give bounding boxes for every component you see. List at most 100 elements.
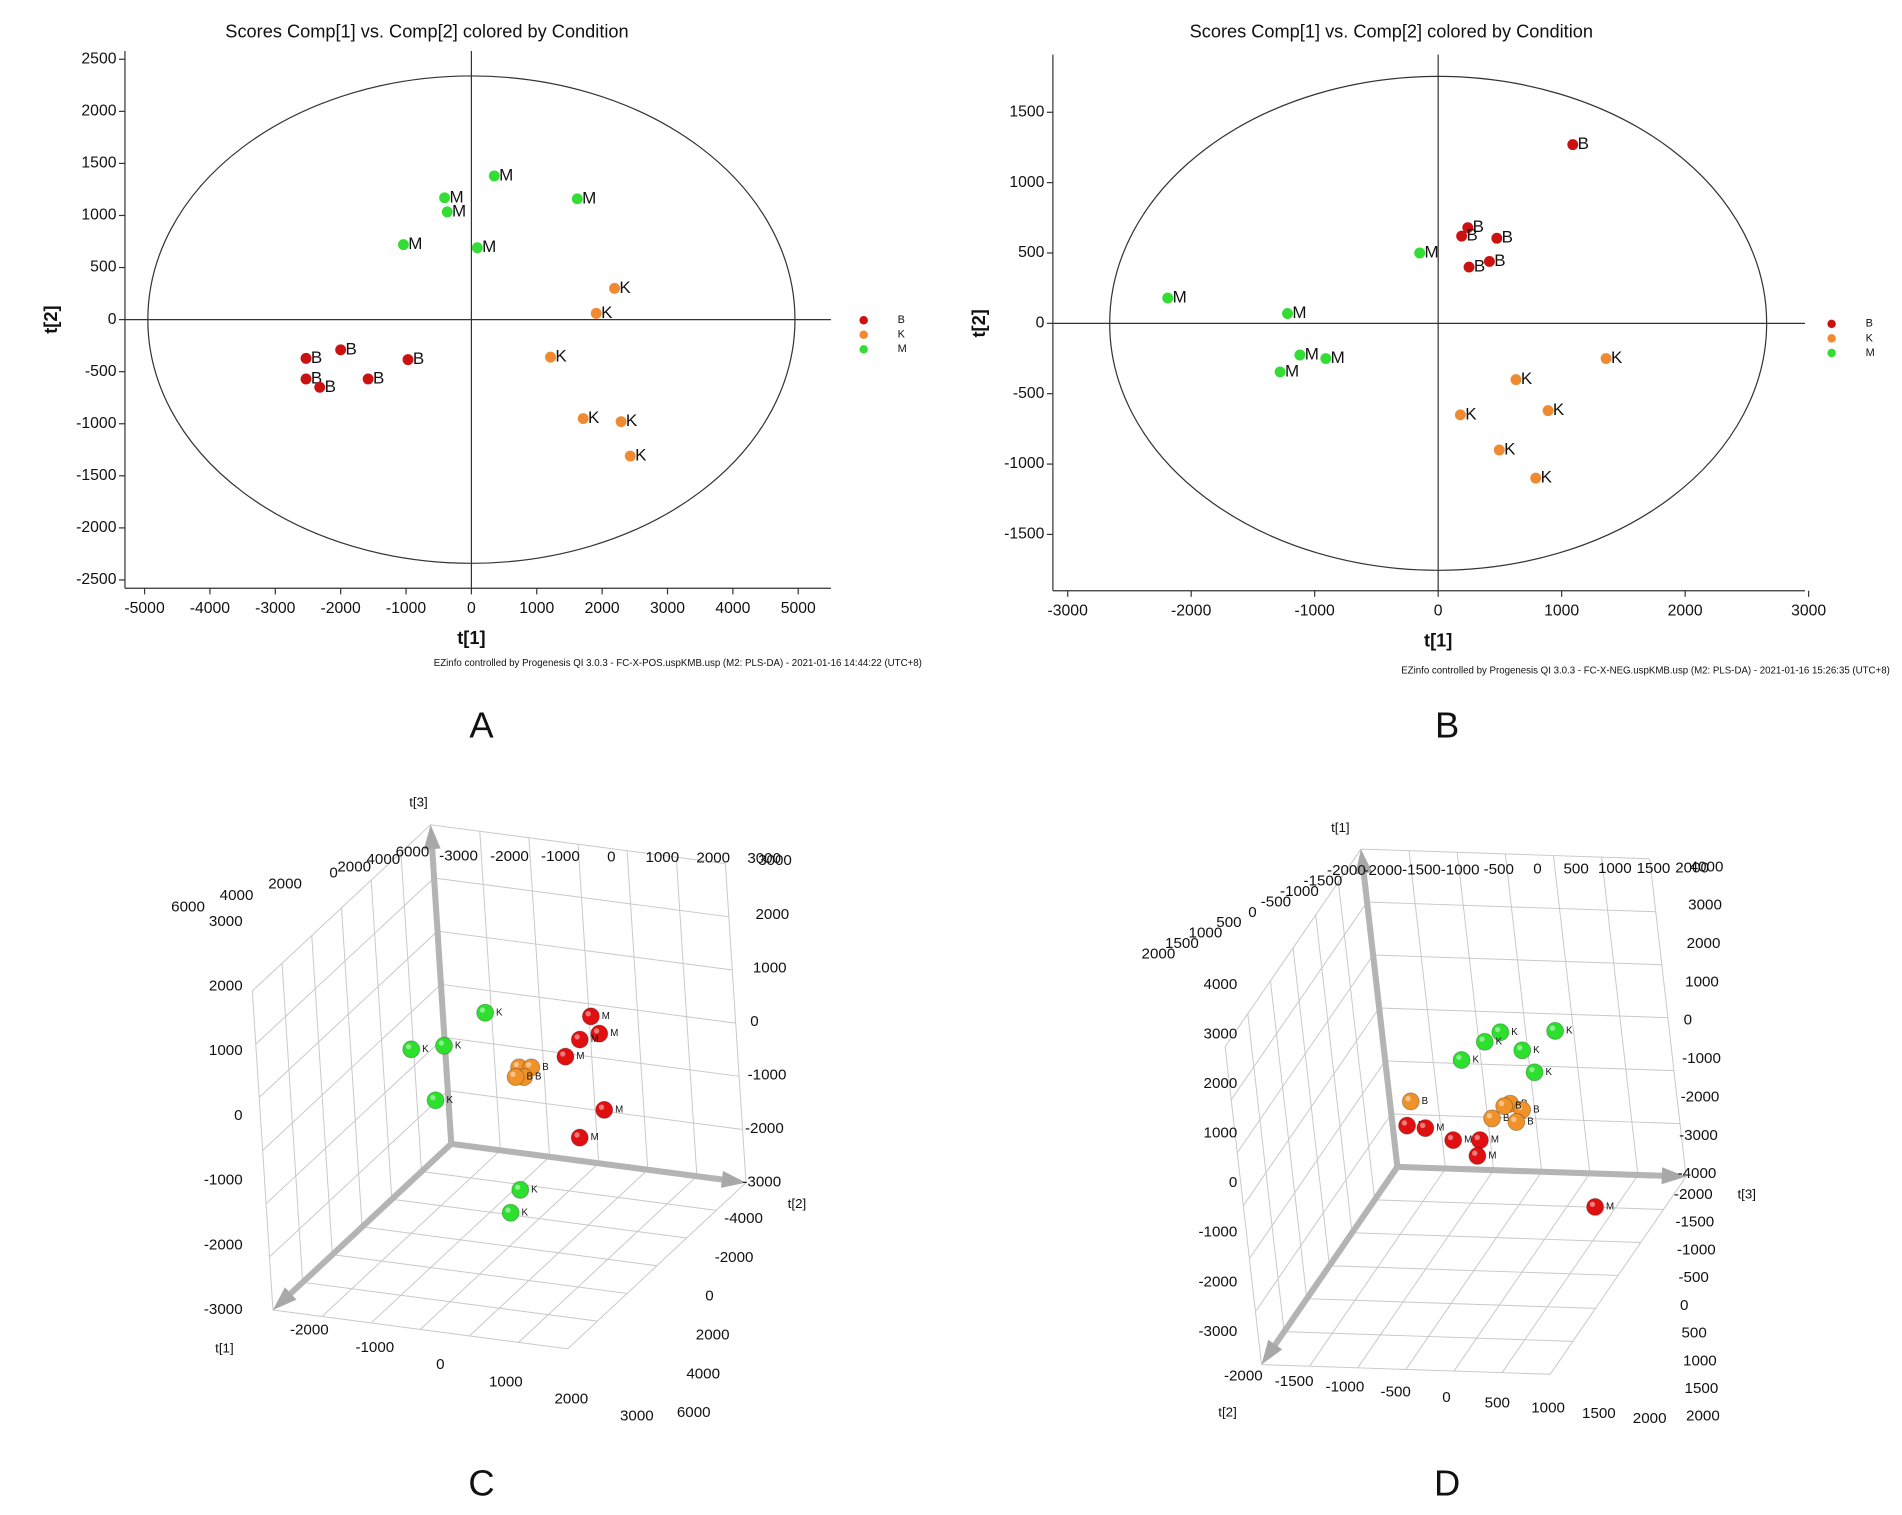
tick-label: -1000: [748, 1067, 787, 1084]
tick-label: 2000: [756, 906, 790, 923]
point: [488, 170, 500, 182]
point: [615, 416, 627, 428]
tick-label: -3000: [1198, 1323, 1237, 1340]
point-3d: [1483, 1109, 1502, 1128]
tick-label: -1000: [355, 1339, 394, 1356]
wall-grid: [251, 990, 274, 1311]
axis-arrow: [1661, 1167, 1687, 1185]
y-tick-label: 2500: [81, 50, 116, 67]
x-tick-label: 3000: [650, 600, 685, 617]
x-tick-label: -3000: [1048, 602, 1089, 619]
footnote: EZinfo controlled by Progenesis QI 3.0.3…: [1401, 665, 1890, 676]
point-label: M: [449, 187, 463, 206]
point-label: K: [1465, 404, 1477, 423]
wall-grid: [1224, 1046, 1263, 1365]
axis-label: t[2]: [1218, 1405, 1237, 1420]
tick-label: 1500: [1685, 1380, 1719, 1397]
y-tick-label: 500: [1018, 244, 1045, 261]
point-label: K: [1533, 1045, 1540, 1056]
point-highlight: [574, 1132, 580, 1138]
tick-label: 3000: [1688, 897, 1722, 914]
point-highlight: [1486, 1113, 1493, 1119]
point: [1274, 366, 1286, 378]
y-tick-label: -2500: [76, 571, 117, 588]
tick-label: 500: [1563, 860, 1588, 877]
point-3d: [1491, 1023, 1510, 1042]
point-highlight: [510, 1071, 516, 1077]
point-3d: [1546, 1021, 1565, 1040]
tick-label: -2000: [715, 1249, 754, 1266]
point: [362, 373, 374, 385]
tick-label: 4000: [1204, 976, 1238, 993]
point-highlight: [1589, 1201, 1596, 1207]
y-tick-label: 1500: [1009, 103, 1044, 120]
point: [545, 351, 556, 363]
tick-label: -4000: [724, 1210, 763, 1227]
tick-label: 2000: [696, 1326, 730, 1343]
footnote: EZinfo controlled by Progenesis QI 3.0.3…: [434, 658, 922, 669]
point: [1294, 349, 1306, 361]
wall-grid: [258, 930, 438, 1098]
legend-label: B: [1866, 318, 1873, 330]
x-axis-label: t[1]: [457, 628, 485, 648]
tick-label: -1000: [1280, 883, 1319, 900]
tick-label: 1000: [1204, 1125, 1238, 1142]
point-label: K: [1496, 1036, 1503, 1047]
tick-label: -3000: [742, 1174, 781, 1191]
point-3d: [570, 1030, 589, 1049]
x-tick-label: 1000: [1544, 602, 1579, 619]
point: [397, 239, 409, 251]
point: [571, 193, 583, 205]
axis-3d: [428, 839, 455, 1145]
tick-label: -1500: [1675, 1214, 1714, 1231]
point-highlight: [514, 1184, 521, 1190]
point-3d: [1525, 1063, 1544, 1082]
scatter-panel: Scores Comp[1] vs. Comp[2] colored by Co…: [969, 22, 1890, 746]
point-3d: [556, 1047, 575, 1066]
tick-label: 4000: [366, 851, 400, 868]
axis-arrow: [1355, 849, 1373, 875]
panel-label: A: [469, 704, 494, 745]
tick-label: 4000: [1690, 858, 1724, 875]
point-label: B: [373, 368, 384, 387]
wall-grid: [281, 963, 304, 1283]
tick-label: -2000: [1363, 862, 1402, 879]
point: [1462, 222, 1474, 234]
legend-marker: [1827, 348, 1836, 358]
point-label: M: [1331, 348, 1345, 367]
point-label: M: [408, 234, 422, 253]
tick-label: 3000: [209, 913, 243, 930]
point-3d: [1586, 1197, 1605, 1216]
tick-label: -3000: [1679, 1127, 1718, 1144]
wall-grid: [675, 857, 698, 1177]
tick-label: -3000: [204, 1301, 243, 1318]
wall-grid: [437, 930, 733, 971]
y-axis-label: t[2]: [41, 305, 61, 333]
point-label: K: [1611, 348, 1623, 367]
tick-label: -2000: [1681, 1088, 1720, 1105]
y-tick-label: 1000: [81, 207, 116, 224]
x-tick-label: 2000: [1668, 602, 1703, 619]
point-label: B: [527, 1072, 533, 1083]
legend-label: K: [1866, 332, 1874, 344]
point-3d: [1513, 1041, 1532, 1060]
tick-label: 1000: [1598, 860, 1632, 877]
point: [1483, 255, 1495, 267]
axis-3d: [1397, 1163, 1672, 1180]
tick-label: -500: [1381, 1384, 1411, 1401]
point-3d: [590, 1024, 609, 1043]
point-label: B: [1474, 257, 1485, 276]
tick-label: 3000: [747, 850, 781, 867]
panel-label: D: [1434, 1462, 1460, 1503]
tick-label: 500: [1682, 1325, 1707, 1342]
point-label: K: [601, 303, 613, 322]
x-tick-label: 4000: [715, 600, 750, 617]
wall-grid: [518, 1175, 698, 1343]
tick-label: 3000: [1204, 1025, 1238, 1042]
point-3d: [1468, 1146, 1487, 1165]
wall-grid: [1549, 1176, 1687, 1375]
legend-marker: [859, 345, 868, 354]
point: [609, 282, 621, 294]
chart-title: Scores Comp[1] vs. Comp[2] colored by Co…: [1190, 22, 1593, 42]
point-label: M: [1305, 344, 1319, 363]
